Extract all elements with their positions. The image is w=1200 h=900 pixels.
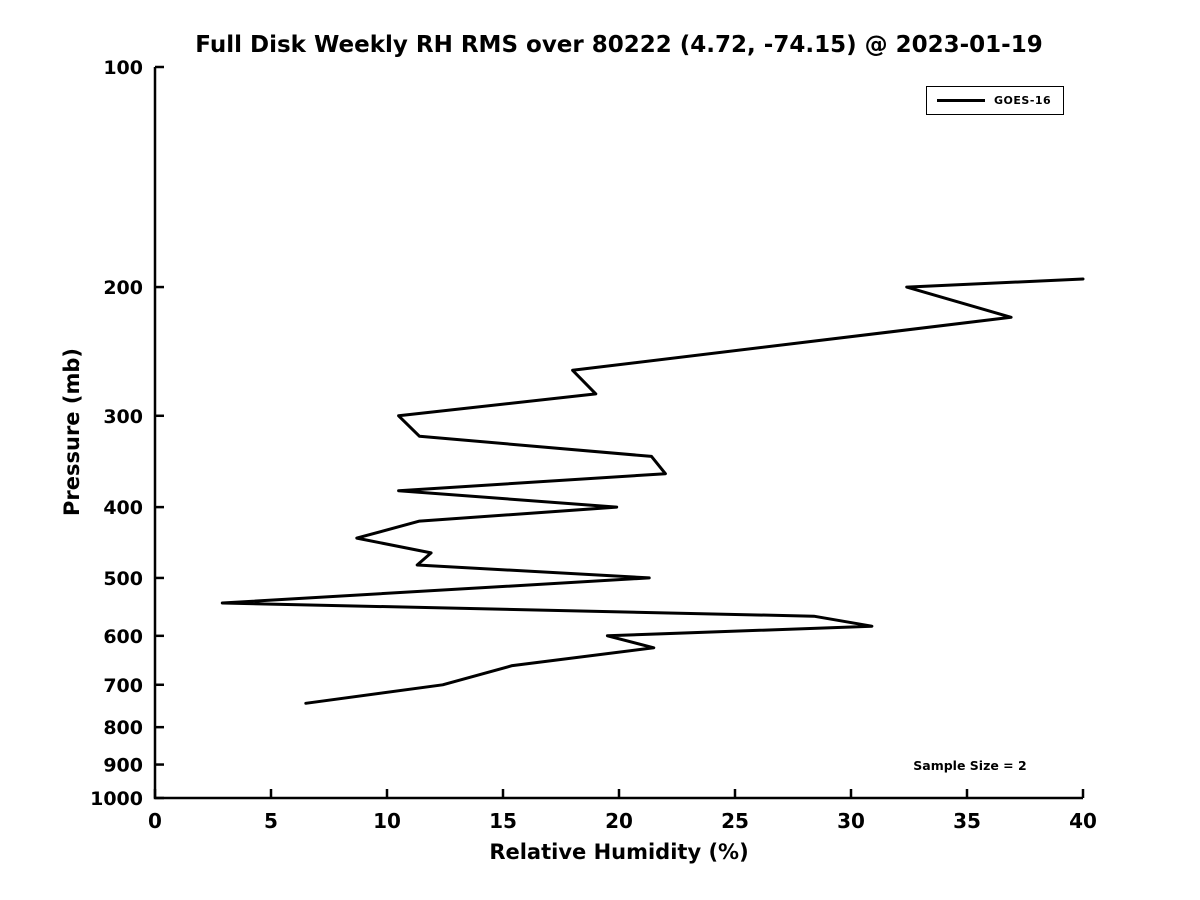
y-tick-label: 600 <box>103 626 143 648</box>
y-tick-label: 900 <box>103 755 143 777</box>
y-tick-label: 1000 <box>90 788 143 810</box>
y-tick-label: 100 <box>103 57 143 79</box>
x-tick-label: 0 <box>148 809 162 833</box>
legend-label: GOES-16 <box>994 94 1052 107</box>
sample-size-annotation: Sample Size = 2 <box>913 758 1027 773</box>
x-tick-label: 5 <box>264 809 278 833</box>
y-tick-label: 400 <box>103 497 143 519</box>
y-tick-label: 700 <box>103 675 143 697</box>
x-tick-label: 30 <box>837 809 865 833</box>
y-tick-label: 800 <box>103 717 143 739</box>
x-tick-label: 20 <box>605 809 633 833</box>
x-tick-label: 25 <box>721 809 749 833</box>
y-tick-label: 300 <box>103 406 143 428</box>
x-tick-label: 15 <box>489 809 517 833</box>
goes16-line <box>220 277 1085 705</box>
x-tick-label: 40 <box>1069 809 1097 833</box>
x-tick-label: 35 <box>953 809 981 833</box>
y-tick-label: 500 <box>103 568 143 590</box>
x-axis-title: Relative Humidity (%) <box>489 840 749 864</box>
chart-title: Full Disk Weekly RH RMS over 80222 (4.72… <box>195 32 1043 58</box>
y-axis-title-text: Pressure (mb) <box>60 348 84 516</box>
legend: GOES-16 <box>926 86 1064 115</box>
y-tick-label: 200 <box>103 277 143 299</box>
x-tick-label: 10 <box>373 809 401 833</box>
legend-line-sample <box>937 98 985 103</box>
axis-spines <box>153 67 1083 800</box>
